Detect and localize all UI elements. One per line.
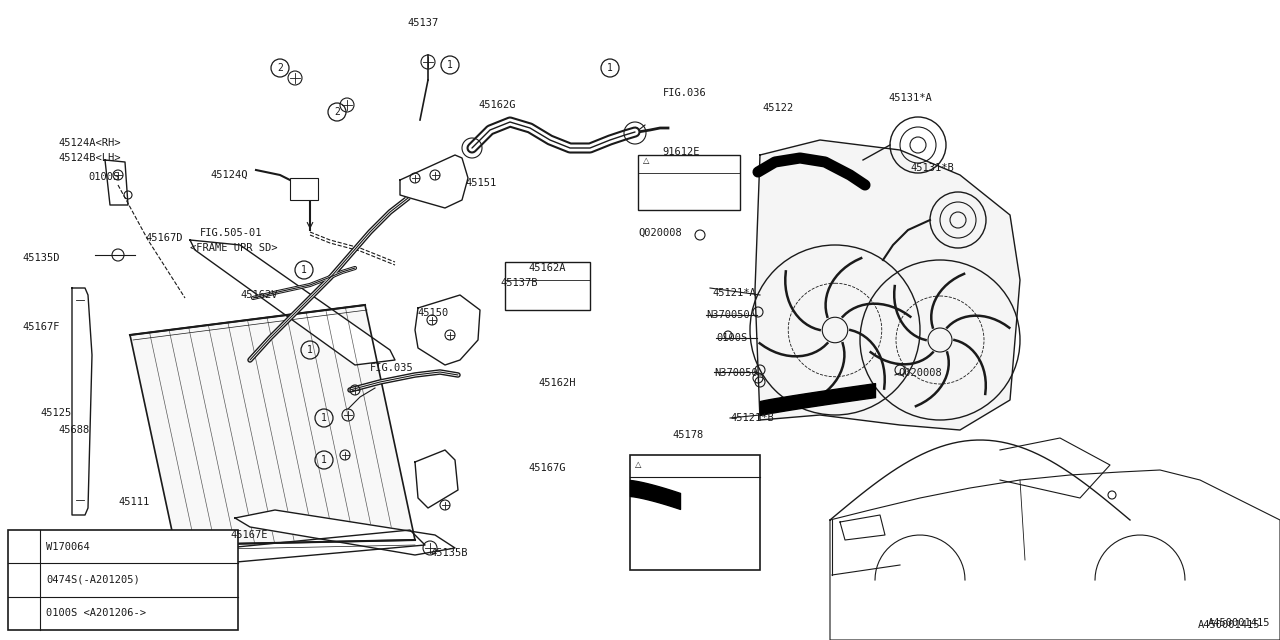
Bar [637, 155, 740, 210]
Polygon shape [415, 450, 458, 508]
Text: 45124Q: 45124Q [210, 170, 247, 180]
Text: 45167G: 45167G [529, 463, 566, 473]
Text: 45688: 45688 [58, 425, 90, 435]
Text: 45162H: 45162H [538, 378, 576, 388]
Text: △: △ [635, 460, 641, 469]
Text: 1: 1 [321, 455, 326, 465]
Polygon shape [189, 240, 396, 365]
Text: 45150: 45150 [417, 308, 448, 318]
Text: 2: 2 [20, 591, 27, 602]
Bar [291, 178, 317, 200]
Text: 45178: 45178 [672, 430, 703, 440]
Text: 45167E: 45167E [230, 530, 268, 540]
Text: 45131*B: 45131*B [910, 163, 954, 173]
Text: 45111: 45111 [118, 497, 150, 507]
Text: 45162V: 45162V [241, 290, 278, 300]
Polygon shape [131, 305, 415, 545]
Polygon shape [755, 140, 1020, 430]
Polygon shape [415, 295, 480, 365]
Polygon shape [155, 530, 425, 568]
Polygon shape [236, 510, 454, 555]
Bar [630, 455, 760, 570]
Polygon shape [399, 155, 468, 208]
Text: 45167F: 45167F [22, 322, 59, 332]
Text: <FRAME UPR SD>: <FRAME UPR SD> [189, 243, 278, 253]
Text: 0100S: 0100S [716, 333, 748, 343]
Bar [8, 530, 238, 630]
Text: △: △ [643, 156, 649, 165]
Text: W170064: W170064 [46, 541, 90, 552]
Polygon shape [829, 470, 1280, 640]
Text: 45151: 45151 [465, 178, 497, 188]
Bar [506, 262, 590, 310]
Text: 45135D: 45135D [22, 253, 59, 263]
Text: 1: 1 [607, 63, 613, 73]
Text: N370050: N370050 [714, 368, 758, 378]
Text: FIG.505-01: FIG.505-01 [200, 228, 262, 238]
Text: 45135B: 45135B [430, 548, 467, 558]
Text: 45121*B: 45121*B [730, 413, 773, 423]
Text: Q020008: Q020008 [637, 228, 682, 238]
Text: 2: 2 [276, 63, 283, 73]
Polygon shape [72, 288, 92, 515]
Text: N370050: N370050 [707, 310, 750, 320]
Text: 45162A: 45162A [529, 263, 566, 273]
Text: 45131*A: 45131*A [888, 93, 932, 103]
Text: 45124A<RH>: 45124A<RH> [58, 138, 120, 148]
Text: 1: 1 [447, 60, 453, 70]
Text: 45121*A: 45121*A [712, 288, 755, 298]
Text: 45125: 45125 [40, 408, 72, 418]
Text: 91612E: 91612E [662, 147, 699, 157]
Text: 1: 1 [301, 265, 307, 275]
Text: Q020008: Q020008 [899, 368, 942, 378]
Text: 0474S(-A201205): 0474S(-A201205) [46, 575, 140, 585]
Text: 2: 2 [334, 107, 340, 117]
Text: 45122: 45122 [762, 103, 794, 113]
Text: 0100S: 0100S [88, 172, 119, 182]
Text: A450001415: A450001415 [1198, 620, 1261, 630]
Text: 45162G: 45162G [477, 100, 516, 110]
Text: 1: 1 [307, 345, 312, 355]
Text: FIG.036: FIG.036 [663, 88, 707, 98]
Text: 45137: 45137 [407, 18, 438, 28]
Text: 1: 1 [20, 541, 27, 552]
Text: 45137B: 45137B [500, 278, 538, 288]
Text: FIG.035: FIG.035 [370, 363, 413, 373]
Text: 45167D: 45167D [145, 233, 183, 243]
Polygon shape [105, 160, 128, 205]
Text: 1: 1 [321, 413, 326, 423]
Text: 45124B<LH>: 45124B<LH> [58, 153, 120, 163]
Text: A450001415: A450001415 [1207, 618, 1270, 628]
Text: 0100S <A201206->: 0100S <A201206-> [46, 609, 146, 618]
